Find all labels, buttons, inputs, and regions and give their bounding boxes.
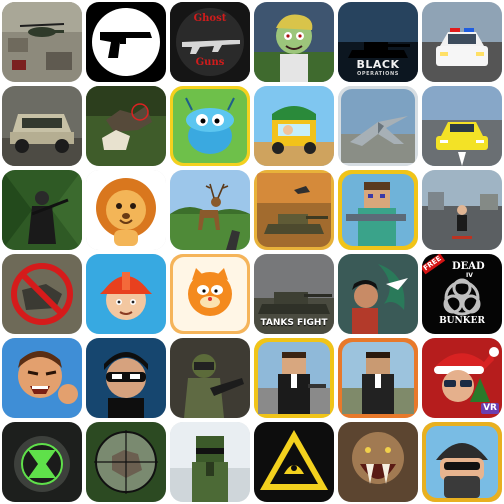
app-icon-alien-watch[interactable]	[2, 422, 82, 502]
wolf-icon	[86, 86, 166, 166]
app-icon-blue-bug[interactable]	[170, 86, 250, 166]
app-icon-warning-sign[interactable]	[254, 422, 334, 502]
app-icon-cartoon-lion[interactable]	[86, 170, 166, 250]
app-icon-wolf-sniper[interactable]	[86, 422, 166, 502]
app-icon-block-gangster[interactable]	[338, 338, 418, 418]
app-icon-tanks-fight[interactable]: TANKS FIGHT	[254, 254, 334, 334]
omnitrix-icon	[2, 422, 82, 502]
app-icon-ghost-guns[interactable]: Ghost Guns	[170, 2, 250, 82]
app-icon-santa-vr[interactable]: VR	[422, 338, 502, 418]
bug-icon	[170, 86, 250, 166]
app-icon-block-soldier[interactable]	[170, 422, 250, 502]
app-icon-masked-hero[interactable]	[86, 338, 166, 418]
cat-icon	[170, 254, 250, 334]
app-icon-garfield[interactable]	[170, 254, 250, 334]
app-icon-wolf-hunt[interactable]	[86, 86, 166, 166]
tank-icon	[254, 170, 334, 250]
app-icon-skateboard-runner[interactable]	[422, 170, 502, 250]
tank-icon	[254, 254, 334, 334]
app-icon-yellow-racer[interactable]	[422, 86, 502, 166]
skater-icon	[422, 170, 502, 250]
zombie-icon	[254, 2, 334, 82]
santa-icon	[422, 338, 502, 418]
app-icon-sabertooth[interactable]	[338, 422, 418, 502]
jeep-icon	[2, 86, 82, 166]
tank-silhouette-icon	[338, 2, 418, 82]
app-icon-military-jeep[interactable]	[2, 86, 82, 166]
app-icon-construction-boy[interactable]	[86, 254, 166, 334]
sabertooth-icon	[338, 422, 418, 502]
app-icon-black-operations[interactable]: BLACK OPERATIONS	[338, 2, 418, 82]
app-icon-police-car[interactable]	[422, 2, 502, 82]
pistol-icon	[86, 2, 166, 82]
helicopter-city-icon	[2, 2, 82, 82]
app-icon-tuk-tuk[interactable]	[254, 86, 334, 166]
app-icon-block-mafia[interactable]	[254, 338, 334, 418]
app-icon-soldier-shooter[interactable]	[170, 338, 250, 418]
deer-icon	[170, 170, 250, 250]
app-icon-block-sniper[interactable]	[338, 170, 418, 250]
app-icon-jungle-hunter[interactable]	[2, 170, 82, 250]
block-soldier-icon	[170, 422, 250, 502]
app-icon-dragon-warrior[interactable]	[338, 254, 418, 334]
warning-icon	[254, 422, 334, 502]
app-icon-fighter-jet[interactable]	[338, 86, 418, 166]
masked-hero-icon	[86, 338, 166, 418]
sports-car-icon	[422, 86, 502, 166]
app-icon-tank-battle[interactable]	[254, 170, 334, 250]
rifle-icon	[170, 2, 250, 82]
app-icon-pistol[interactable]	[86, 2, 166, 82]
app-icon-no-hunting[interactable]	[2, 254, 82, 334]
brawler-icon	[2, 338, 82, 418]
dragon-icon	[338, 254, 418, 334]
app-icon-brawler[interactable]	[2, 338, 82, 418]
lion-icon	[86, 170, 166, 250]
biohazard-icon	[422, 254, 502, 334]
prohibited-icon	[2, 254, 82, 334]
block-suit-icon	[338, 338, 418, 418]
rickshaw-icon	[254, 86, 334, 166]
app-icon-deer-hunting[interactable]	[170, 170, 250, 250]
app-icon-mini-soldier[interactable]	[422, 422, 502, 502]
police-car-icon	[422, 2, 502, 82]
helmet-soldier-icon	[422, 422, 502, 502]
hunter-icon	[2, 170, 82, 250]
jet-icon	[338, 86, 418, 166]
hardhat-boy-icon	[86, 254, 166, 334]
soldier-icon	[170, 338, 250, 418]
app-icon-helicopter-city[interactable]	[2, 2, 82, 82]
app-icon-zombie[interactable]	[254, 2, 334, 82]
block-sniper-icon	[338, 170, 418, 250]
app-icon-dead-bunker[interactable]: FREE DEAD IV BUNKER	[422, 254, 502, 334]
block-suit-icon	[254, 338, 334, 418]
crosshair-icon	[86, 422, 166, 502]
